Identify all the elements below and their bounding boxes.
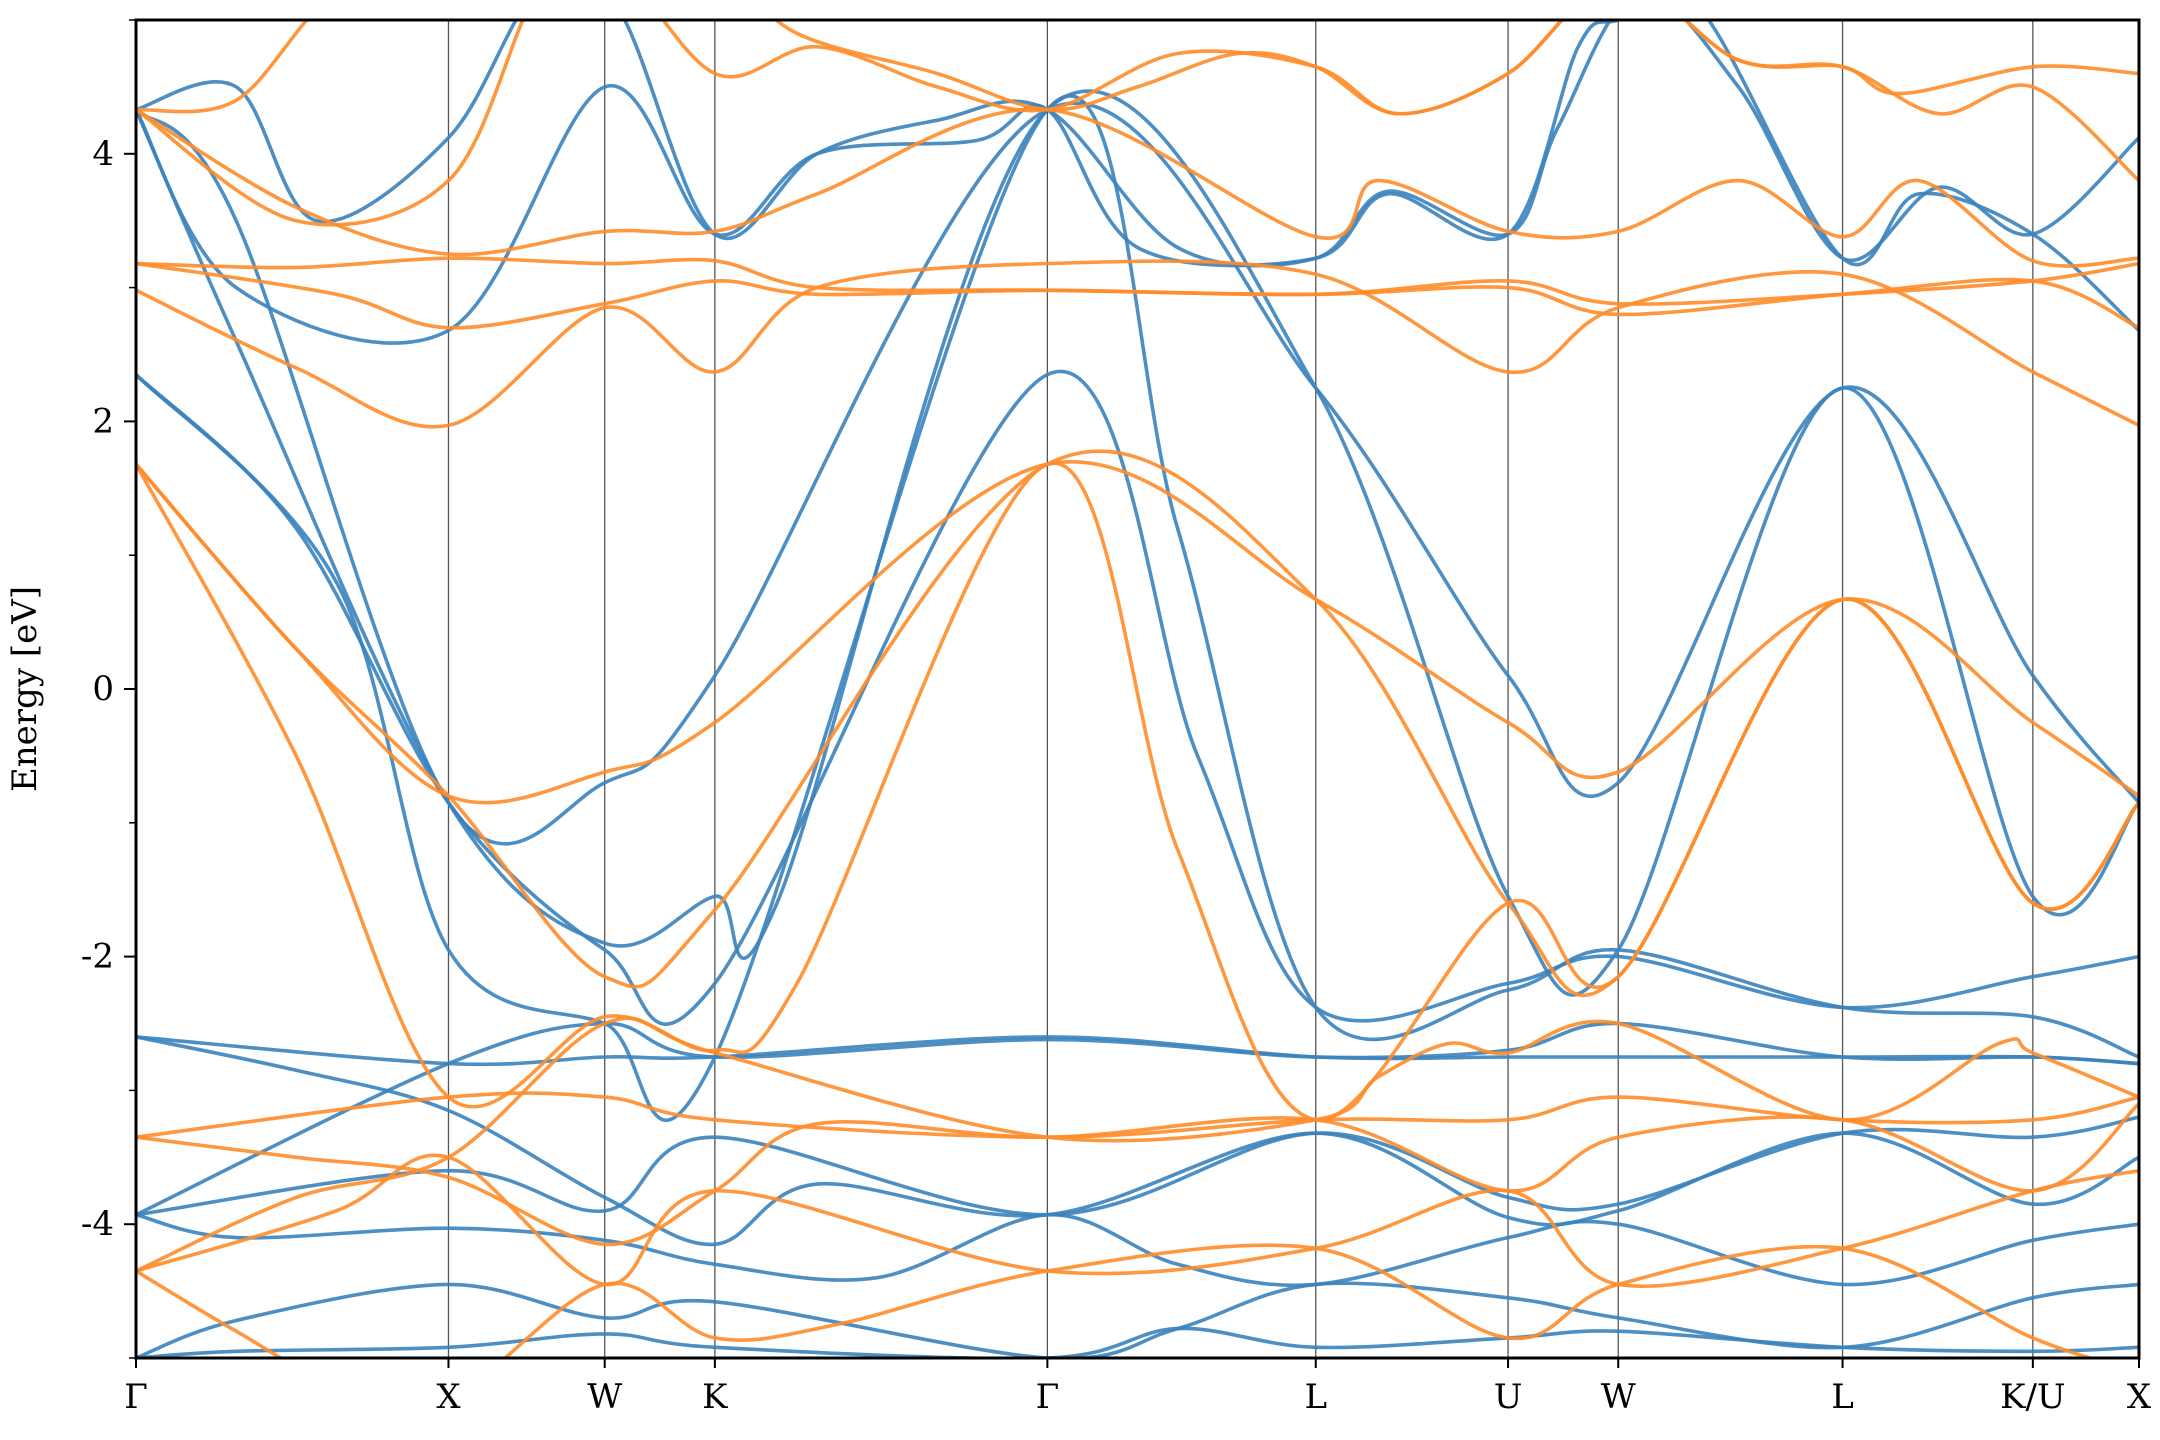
x-tick-label: X — [436, 1377, 461, 1417]
band-line-spin-down — [136, 256, 2139, 330]
band-line-spin-up — [136, 94, 2139, 1123]
y-axis-ticks: -4 -2 0 2 4 — [81, 19, 136, 1359]
x-tick-label: K — [702, 1377, 728, 1417]
band-line-spin-up — [136, 1035, 2139, 1067]
high-symmetry-lines — [447, 20, 2034, 1358]
x-axis-ticks: Γ X W K Γ L U W L K/U X — [124, 1358, 2152, 1417]
x-tick-label: U — [1494, 1377, 1523, 1417]
y-tick-label: 4 — [92, 134, 114, 174]
x-tick-label: W — [587, 1377, 622, 1417]
y-tick-label: 2 — [92, 401, 114, 441]
y-tick-label: 0 — [92, 669, 114, 709]
x-tick-label: Γ — [1036, 1377, 1060, 1417]
x-tick-label: X — [2127, 1377, 2152, 1417]
band-line-spin-down — [136, 449, 2139, 998]
y-tick-label: -4 — [81, 1204, 114, 1244]
x-tick-label: L — [1304, 1377, 1327, 1417]
band-line-spin-down — [136, 1102, 2139, 1247]
x-tick-label: Γ — [124, 1377, 148, 1417]
x-tick-label: L — [1831, 1377, 1854, 1417]
band-line-spin-down — [136, 460, 2139, 805]
band-line-spin-down — [136, 259, 2139, 429]
band-line-spin-down — [136, 1243, 2097, 1358]
band-line-spin-up — [136, 89, 2139, 997]
band-line-spin-down — [136, 107, 2139, 268]
band-line-spin-up — [136, 1021, 2139, 1217]
band-lines — [136, 20, 2139, 1358]
band-line-spin-up — [136, 1281, 2139, 1358]
x-tick-label: K/U — [2000, 1377, 2066, 1417]
y-tick-label: -2 — [81, 937, 114, 977]
y-axis-label: Energy [eV] — [5, 586, 45, 792]
x-tick-label: W — [1601, 1377, 1636, 1417]
band-line-spin-up — [136, 101, 2139, 846]
band-line-spin-down — [136, 20, 2139, 116]
band-line-spin-up — [136, 20, 2139, 268]
band-line-spin-up — [136, 1115, 2139, 1217]
band-line-spin-up — [136, 1212, 2139, 1288]
